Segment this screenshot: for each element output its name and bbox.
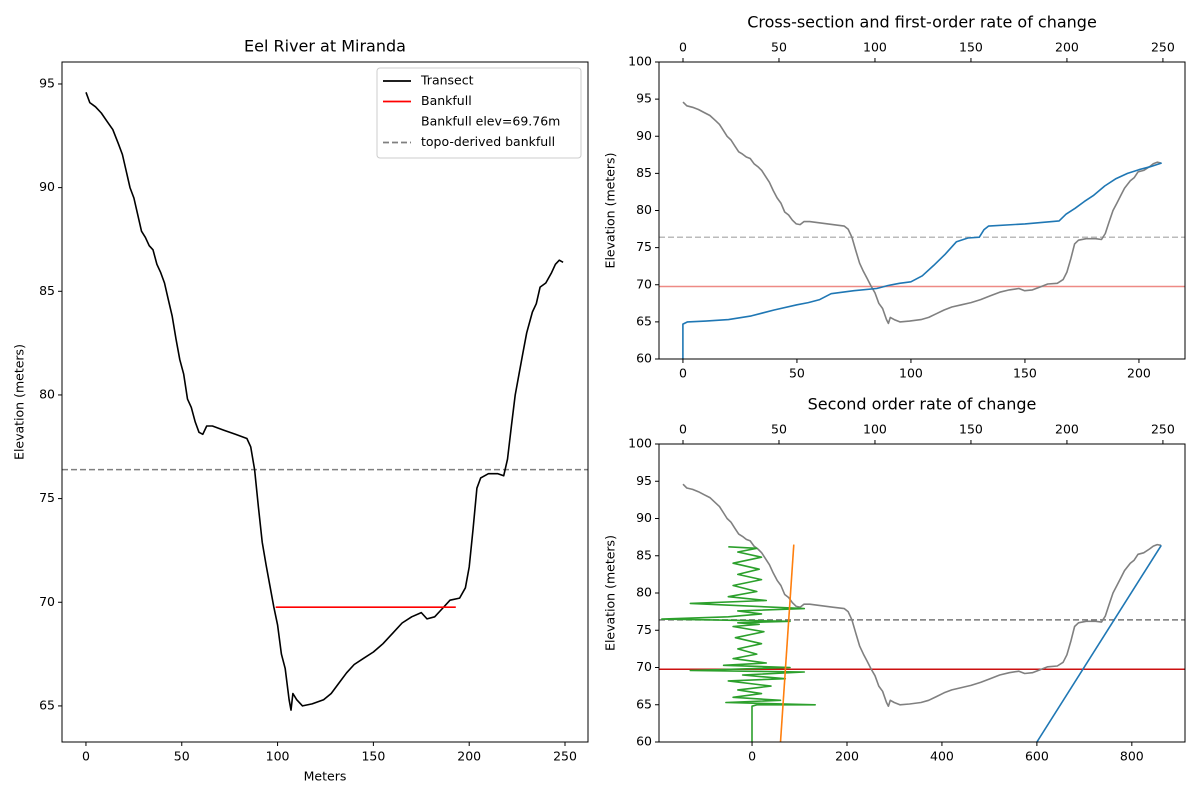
plot-area — [62, 92, 588, 711]
data-line — [682, 101, 1162, 325]
y-tick-label: 95 — [636, 473, 652, 488]
y-tick-label: 80 — [39, 386, 55, 401]
x-tick-label: 250 — [553, 749, 577, 764]
y-axis-label: Elevation (meters) — [12, 344, 27, 460]
legend: Transect Bankfull Bankfull elev=69.76m topo… — [376, 67, 582, 159]
y-tick-label: 100 — [628, 436, 652, 451]
x-tick-label: 0 — [82, 749, 90, 764]
x2-tick-label: 0 — [679, 40, 687, 55]
x2-tick-label: 200 — [1055, 40, 1079, 55]
axes-frame — [61, 61, 589, 743]
x2-tick-label: 50 — [771, 40, 787, 55]
x-tick-label: 50 — [174, 749, 190, 764]
data-line — [682, 162, 1162, 359]
x-axis-label: Meters — [304, 769, 347, 784]
x-tick-label: 50 — [789, 366, 805, 381]
x2-tick-label: 250 — [1151, 40, 1175, 55]
y-tick-label: 65 — [636, 313, 652, 328]
chart-title: Second order rate of change — [808, 395, 1037, 414]
plot-area — [659, 101, 1185, 359]
data-line — [779, 544, 795, 742]
x2-tick-label: 0 — [679, 422, 687, 437]
y-tick-label: 90 — [636, 510, 652, 525]
y-tick-label: 90 — [39, 179, 55, 194]
y-tick-label: 90 — [636, 128, 652, 143]
y-tick-label: 80 — [636, 585, 652, 600]
y-tick-label: 70 — [636, 276, 652, 291]
chart-title: Eel River at Miranda — [244, 37, 406, 56]
x2-tick-label: 150 — [959, 40, 983, 55]
x2-tick-label: 150 — [959, 422, 983, 437]
x-tick-label: 200 — [835, 749, 859, 764]
subplot: 65 70 75 80 85 90 95 0 50 100 150 200 250 Eel River a… — [12, 37, 589, 784]
x-tick-label: 100 — [266, 749, 290, 764]
x-tick-label: 800 — [1120, 749, 1144, 764]
y-tick-label: 85 — [39, 283, 55, 298]
x-tick-label: 200 — [1127, 366, 1151, 381]
legend-label: Bankfull — [421, 93, 472, 108]
data-line — [682, 483, 1162, 707]
data-line — [85, 92, 564, 711]
legend-label: topo-derived bankfull — [421, 134, 555, 149]
subplot: 60 65 70 75 80 85 90 95 100 0 200 400 600 800 0 50 100 15… — [603, 395, 1186, 764]
y-tick-label: 75 — [39, 490, 55, 505]
x-tick-label: 400 — [930, 749, 954, 764]
y-tick-label: 85 — [636, 547, 652, 562]
data-line — [661, 546, 816, 742]
y-tick-label: 85 — [636, 165, 652, 180]
y-tick-label: 65 — [39, 697, 55, 712]
y-tick-label: 95 — [39, 75, 55, 90]
y-axis-label: Elevation (meters) — [603, 153, 618, 269]
x2-tick-label: 100 — [863, 422, 887, 437]
y-tick-label: 95 — [636, 91, 652, 106]
x2-tick-label: 250 — [1151, 422, 1175, 437]
plot-area — [659, 483, 1185, 742]
x-tick-label: 200 — [457, 749, 481, 764]
x2-tick-label: 50 — [771, 422, 787, 437]
y-tick-label: 100 — [628, 54, 652, 69]
x2-tick-label: 100 — [863, 40, 887, 55]
x2-tick-label: 200 — [1055, 422, 1079, 437]
y-tick-label: 70 — [39, 594, 55, 609]
x-tick-label: 0 — [748, 749, 756, 764]
legend-label: Bankfull elev=69.76m — [421, 114, 560, 129]
y-tick-label: 60 — [636, 351, 652, 366]
x-tick-label: 600 — [1025, 749, 1049, 764]
y-axis-label: Elevation (meters) — [603, 535, 618, 651]
y-tick-label: 75 — [636, 239, 652, 254]
y-tick-label: 75 — [636, 622, 652, 637]
y-tick-label: 70 — [636, 659, 652, 674]
y-tick-label: 60 — [636, 734, 652, 749]
axes-frame — [658, 61, 1186, 360]
x-tick-label: 0 — [679, 366, 687, 381]
chart-title: Cross-section and first-order rate of ch… — [747, 13, 1097, 32]
y-tick-label: 80 — [636, 202, 652, 217]
x-tick-label: 150 — [361, 749, 385, 764]
legend-box — [376, 67, 582, 159]
subplot: 60 65 70 75 80 85 90 95 100 0 50 100 150 200 0 50 100 150… — [603, 13, 1186, 381]
y-tick-label: 65 — [636, 696, 652, 711]
x-tick-label: 100 — [899, 366, 923, 381]
x-tick-label: 150 — [1013, 366, 1037, 381]
data-line — [1036, 544, 1162, 742]
legend-label: Transect — [420, 73, 474, 88]
